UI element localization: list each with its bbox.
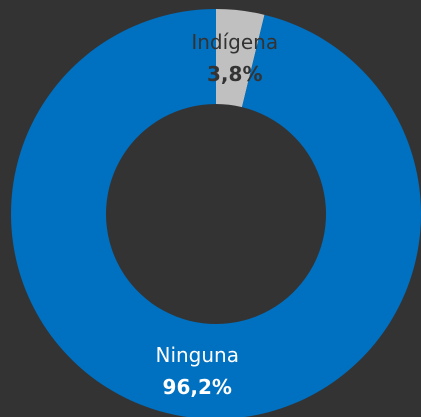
slice-value: 3,8% [207,62,262,86]
slice-value: 96,2% [163,375,232,399]
slice [216,9,265,108]
slice-label: Indígena [191,30,278,54]
slice [10,9,421,417]
slice-label: Ninguna [155,343,239,367]
